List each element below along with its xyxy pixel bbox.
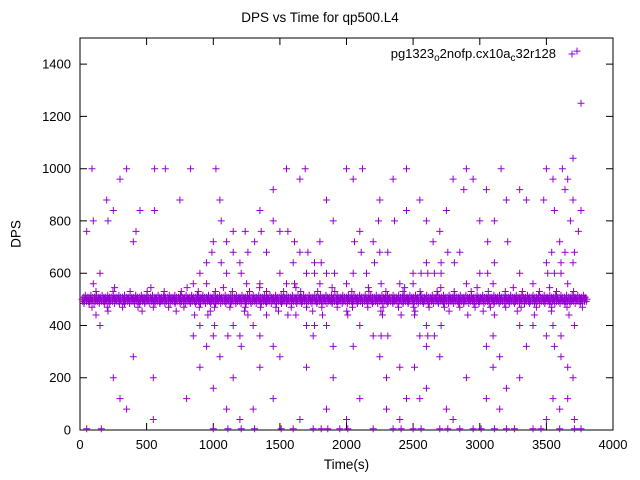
y-tick-label: 800 [49,213,71,228]
x-axis-label: Time(s) [323,457,370,472]
y-tick-label: 200 [49,370,71,385]
data-points [78,47,591,433]
y-tick-label: 1000 [42,161,71,176]
plot-border [79,37,614,431]
y-tick-label: 1200 [42,109,71,124]
chart-title: DPS vs Time for qp500.L4 [241,10,399,25]
x-tick-labels: 0 500 1000 1500 2000 2500 3000 3500 4000 [76,437,627,452]
legend: pg1323o2nofp.cx10ac32r128 [391,46,576,64]
x-tick-label: 3500 [532,437,561,452]
x-tick-label: 0 [76,437,83,452]
y-tick-label: 600 [49,266,71,281]
x-tick-label: 1000 [199,437,228,452]
axis-ticks [79,38,614,431]
y-tick-label: 400 [49,318,71,333]
x-tick-label: 3000 [465,437,494,452]
x-tick-label: 4000 [599,437,628,452]
legend-label: pg1323o2nofp.cx10ac32r128 [391,46,556,64]
x-tick-label: 2500 [399,437,428,452]
y-tick-label: 1400 [42,57,71,72]
x-tick-label: 500 [136,437,158,452]
y-tick-label: 0 [64,423,71,438]
x-tick-label: 2000 [332,437,361,452]
x-tick-label: 1500 [265,437,294,452]
y-tick-labels: 0 200 400 600 800 1000 1200 1400 [42,57,71,438]
legend-marker-icon [568,50,576,58]
